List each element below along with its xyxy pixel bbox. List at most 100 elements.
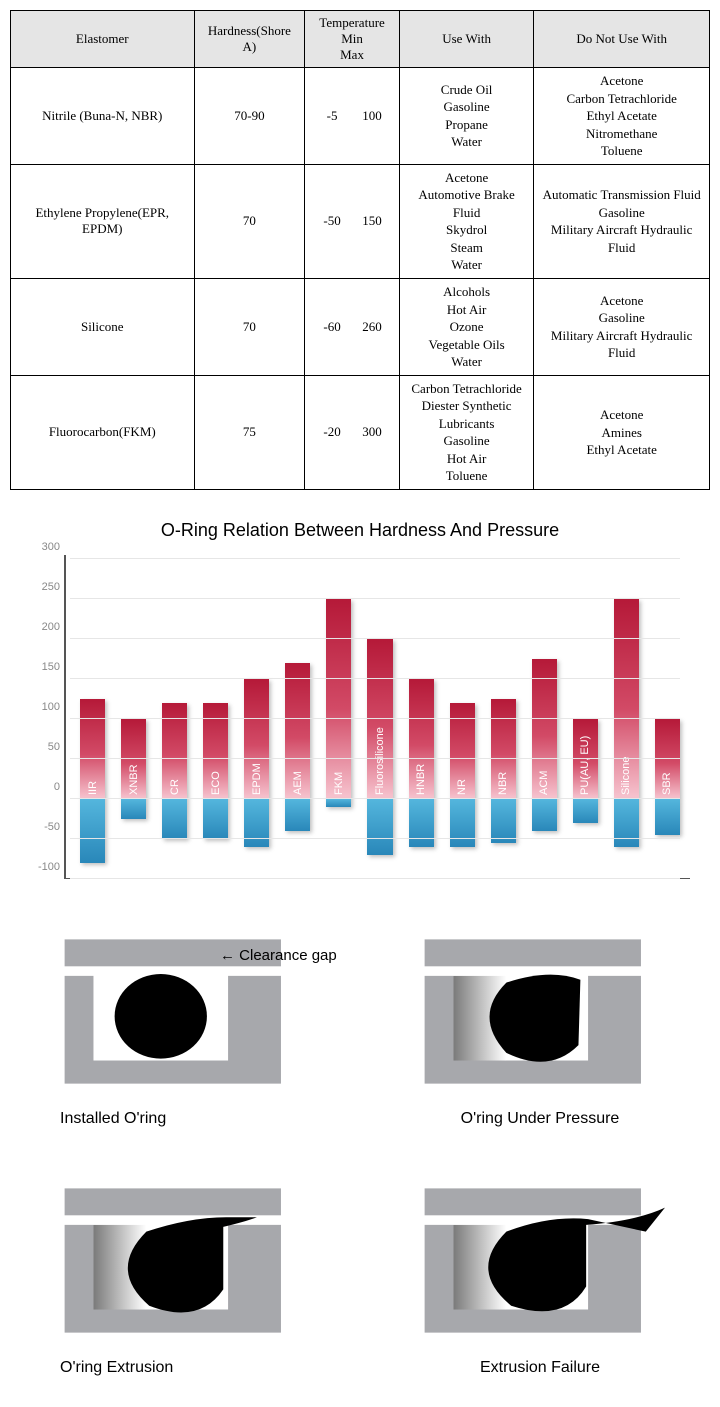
bar-acm: ACM [530,559,559,879]
gridline [70,678,680,679]
bar-aem: AEM [283,559,312,879]
col-temperature-label: Temperature [311,15,393,31]
y-tick-label: 300 [42,541,60,553]
elastomer-table: Elastomer Hardness(Shore A) Temperature … [10,10,710,490]
cell-hardness: 70 [194,279,305,376]
cell-hardness: 70-90 [194,68,305,165]
bar-negative [450,799,475,847]
bar-fkm: FKM [324,559,353,879]
bar-positive [326,599,351,799]
y-tick-label: -50 [44,821,60,833]
cell-temperature: -20300 [305,375,400,489]
bar-nbr: NBR [489,559,518,879]
gridline [70,718,680,719]
diagram-failure: Extrusion Failure [380,1178,700,1377]
col-elastomer: Elastomer [11,11,195,68]
bar-label: CR [169,779,181,795]
cell-temperature: -5100 [305,68,400,165]
y-tick-label: 50 [48,741,60,753]
diagram-caption: O'ring Extrusion [60,1359,340,1377]
cell-elastomer: Silicone [11,279,195,376]
y-tick-label: 0 [54,781,60,793]
table-row: Nitrile (Buna-N, NBR)70-90-5100Crude Oil… [11,68,710,165]
bar-label: FKM [333,772,345,795]
col-temperature: Temperature Min Max [305,11,400,68]
bar-label: HNBR [415,764,427,795]
y-axis: -100-50050100150200250300 [30,559,64,879]
diagram-caption: Extrusion Failure [380,1359,700,1377]
diagram-extrusion: O'ring Extrusion [20,1178,340,1377]
oring-cross-section [415,929,665,1094]
cell-use-with: Carbon TetrachlorideDiester SyntheticLub… [399,375,534,489]
y-axis-line [64,555,66,879]
cell-hardness: 75 [194,375,305,489]
bar-eco: ECO [201,559,230,879]
col-temp-max: Max [332,47,372,63]
col-do-not-use: Do Not Use With [534,11,710,68]
bar-negative [162,799,187,839]
bar-negative [203,799,228,839]
bar-sbr: SBR [653,559,682,879]
table-row: Silicone70-60260AlcoholsHot AirOzoneVege… [11,279,710,376]
table-row: Ethylene Propylene(EPR, EPDM)70-50150Ace… [11,164,710,278]
bar-cr: CR [160,559,189,879]
gridline [70,878,680,879]
cell-elastomer: Ethylene Propylene(EPR, EPDM) [11,164,195,278]
bar-nr: NR [448,559,477,879]
bar-label: AEM [292,771,304,795]
cell-hardness: 70 [194,164,305,278]
bar-label: EPDM [251,763,263,795]
bar-negative [614,799,639,847]
y-tick-label: 200 [42,621,60,633]
plot-area: IIR XNBR CR ECO EPDM AEM FKM Fluorosilicone HNBR… [70,559,690,879]
bar-fluorosilicone: Fluorosilicone [365,559,394,879]
cell-elastomer: Fluorocarbon(FKM) [11,375,195,489]
col-temp-min: Min [332,31,372,47]
bar-negative [285,799,310,831]
diagram-caption: O'ring Under Pressure [380,1110,700,1128]
bar-negative [244,799,269,847]
bars-container: IIR XNBR CR ECO EPDM AEM FKM Fluorosilicone HNBR… [70,559,690,879]
bar-label: Silicone [620,757,632,796]
bar-hnbr: HNBR [407,559,436,879]
gridline [70,798,680,799]
bar-negative [532,799,557,831]
bar-label: NR [456,779,468,795]
bar-iir: IIR [78,559,107,879]
gridline [70,638,680,639]
bar-negative [573,799,598,823]
y-tick-label: 150 [42,661,60,673]
y-tick-label: -100 [38,861,60,873]
oring-diagrams: ← Clearance gapInstalled O'ring O'ring U… [20,929,700,1377]
bar-pu(au, eu): PU(AU, EU) [571,559,600,879]
cell-use-with: AcetoneAutomotive Brake FluidSkydrolStea… [399,164,534,278]
bar-xnbr: XNBR [119,559,148,879]
bar-label: ECO [210,771,222,795]
chart-title: O-Ring Relation Between Hardness And Pre… [30,520,690,541]
hardness-pressure-chart: O-Ring Relation Between Hardness And Pre… [30,520,690,879]
oring-cross-section [55,1178,305,1343]
bar-negative [121,799,146,819]
bar-negative [80,799,105,863]
bar-negative [655,799,680,835]
bar-label: XNBR [128,764,140,795]
bar-label: NBR [497,772,509,795]
cell-use-with: AlcoholsHot AirOzoneVegetable OilsWater [399,279,534,376]
diagram-caption: Installed O'ring [60,1110,340,1128]
arrow-left-icon: ← [220,947,235,964]
gridline [70,598,680,599]
cell-do-not-use: AcetoneAminesEthyl Acetate [534,375,710,489]
gridline [70,838,680,839]
y-tick-label: 100 [42,701,60,713]
oring-cross-section [415,1178,665,1343]
gridline [70,758,680,759]
diagram-pressure: O'ring Under Pressure [380,929,700,1128]
bar-label: ACM [538,771,550,795]
cell-do-not-use: AcetoneCarbon TetrachlorideEthyl Acetate… [534,68,710,165]
col-use-with: Use With [399,11,534,68]
cell-do-not-use: AcetoneGasolineMilitary Aircraft Hydraul… [534,279,710,376]
cell-temperature: -50150 [305,164,400,278]
bar-label: IIR [87,781,99,795]
bar-negative [326,799,351,807]
cell-use-with: Crude OilGasolinePropaneWater [399,68,534,165]
